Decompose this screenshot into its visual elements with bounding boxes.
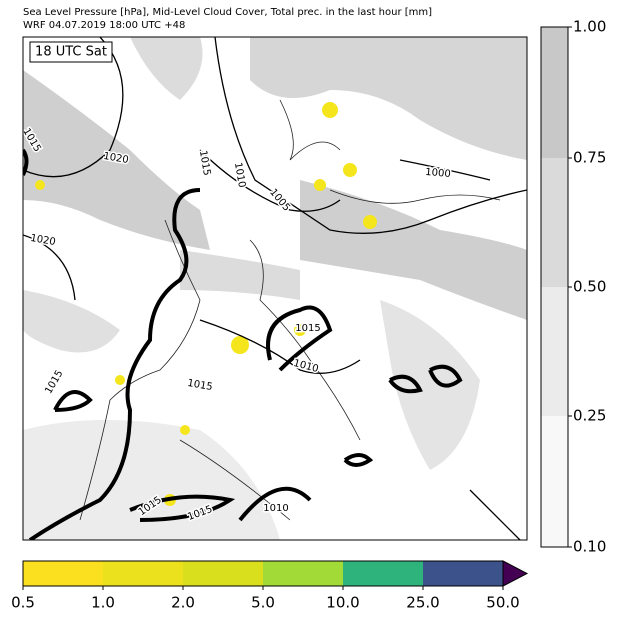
colorbar-label: 0.25	[573, 407, 606, 425]
precip-colorbar: 0.5 1.0 2.0 5.0 10.0 25.0 50.0	[11, 560, 529, 612]
time-label-box	[29, 41, 113, 63]
colorbar-label: 0.50	[573, 278, 606, 296]
colorbar-label: 1.0	[91, 594, 115, 612]
colorbar-label: 2.0	[171, 594, 195, 612]
contour-label: 1000	[425, 167, 451, 180]
colorbar-segment	[343, 561, 423, 586]
subtitle-line: WRF 04.07.2019 18:00 UTC +48	[23, 20, 185, 31]
colorbar-label: 0.5	[11, 594, 35, 612]
map-frame	[22, 36, 528, 541]
colorbar-label: 5.0	[251, 594, 275, 612]
colorbar-segment	[423, 561, 503, 586]
colorbar-label: 50.0	[486, 594, 519, 612]
colorbar-segment	[183, 561, 263, 586]
colorbar-label: 1.00	[573, 18, 606, 36]
contour-label: 1010	[263, 503, 288, 514]
colorbar-label: 0.10	[573, 538, 606, 556]
colorbar-segment	[263, 561, 343, 586]
title-line: Sea Level Pressure [hPa], Mid-Level Clou…	[23, 7, 432, 18]
contour-label: 1020	[102, 151, 129, 166]
colorbar-label: 10.0	[326, 594, 359, 612]
colorbar-segment	[103, 561, 183, 586]
colorbar-label: 25.0	[406, 594, 439, 612]
colorbar-label: 0.75	[573, 149, 606, 167]
time-label: 18 UTC Sat	[35, 45, 107, 60]
contour-label: 1015	[295, 323, 320, 334]
cloud-colorbar: 1.00 0.75 0.50 0.25 0.10	[540, 18, 606, 556]
colorbar-segment	[23, 561, 103, 586]
